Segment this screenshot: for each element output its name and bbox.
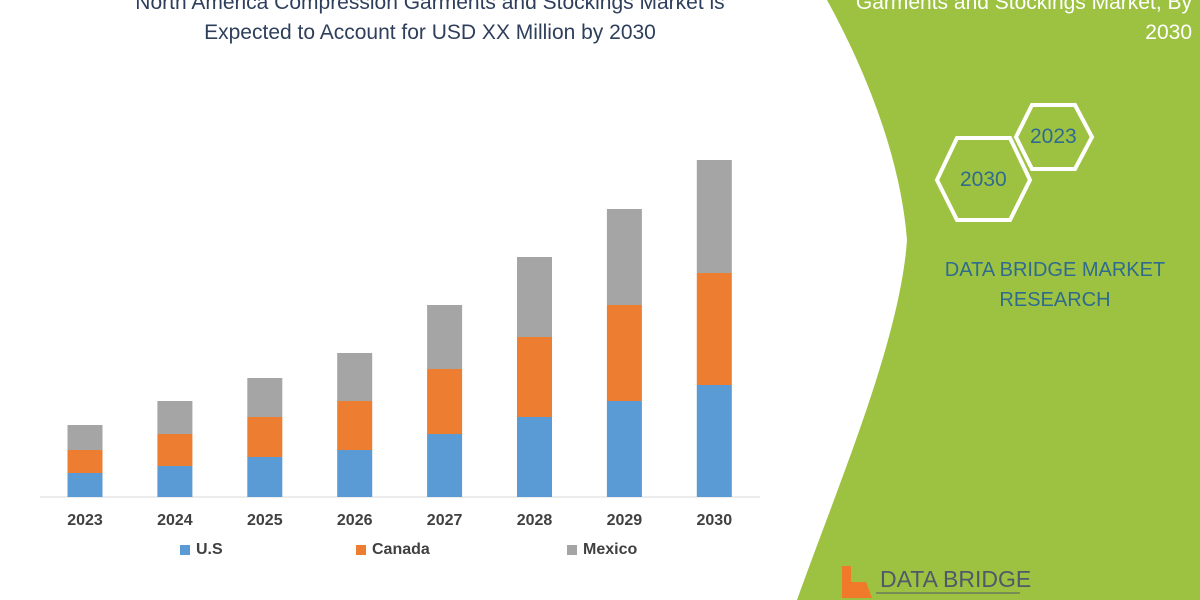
x-tick-label: 2023 [67,512,103,529]
legend-label-canada: Canada [372,541,430,558]
bar-2024-us [157,466,193,497]
hexagon-2023 [1013,103,1095,171]
x-tick-label: 2029 [606,512,643,529]
hex-label-2030: 2030 [960,168,1007,191]
bar-2025-mexico [247,378,283,417]
x-tick-label: 2024 [157,512,193,529]
bar-2028-us [517,417,552,497]
legend-canada: Canada [356,541,430,559]
bar-2029-mexico [606,209,642,305]
bars [67,160,732,497]
x-tick-label: 2026 [336,512,373,529]
legend-label-us: U.S [196,541,223,558]
bar-2026-us [337,450,373,497]
bar-2028-mexico [517,257,552,337]
bar-2030-us [696,385,732,497]
bar-2026-canada [337,401,373,450]
legend-label-mexico: Mexico [583,541,638,558]
bar-2023-canada [67,450,103,473]
hexagon-2030 [934,136,1033,222]
bar-2023-mexico [67,425,103,450]
bar-2026-mexico [337,353,373,401]
legend-swatch-mexico [567,545,577,555]
x-tick-label: 2030 [696,512,733,529]
brand-name: DATA BRIDGE MARKET RESEARCH [944,259,1166,311]
bar-2025-us [247,457,283,497]
bar-2029-canada [606,305,642,401]
side-panel-title: Garments and Stockings Market, By 2030 [855,0,1192,44]
legend-us: U.S [180,541,223,559]
x-tick-label: 2027 [426,512,463,529]
bar-2030-mexico [696,160,732,273]
x-tick-label: 2028 [516,512,553,529]
hex-label-2023: 2023 [1030,125,1077,148]
legend-swatch-us [180,545,190,555]
bar-2030-canada [696,273,732,385]
bar-2025-canada [247,417,283,457]
bar-2024-mexico [157,401,193,434]
green-side-panel [797,0,1200,600]
x-tick-label: 2025 [247,512,283,529]
legend-mexico: Mexico [567,541,637,559]
bar-2023-us [67,473,103,497]
chart-title: North America Compression Garments and S… [135,0,725,44]
bar-2029-us [606,401,642,497]
logo-icon [842,566,872,598]
bar-2027-canada [427,369,463,434]
bar-2024-canada [157,434,193,466]
bar-2027-mexico [427,305,463,369]
bar-2028-canada [517,337,552,417]
bar-2027-us [427,434,463,497]
legend-swatch-canada [356,545,366,555]
logo-text: DATA BRIDGE [880,566,1032,592]
